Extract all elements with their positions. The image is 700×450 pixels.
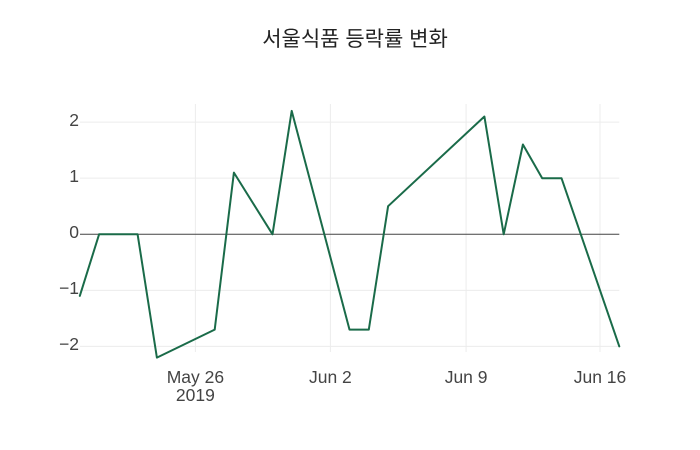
svg-text:−2: −2 bbox=[59, 334, 79, 354]
svg-text:−1: −1 bbox=[59, 278, 79, 298]
svg-text:Jun 2: Jun 2 bbox=[309, 367, 352, 387]
svg-text:Jun 16: Jun 16 bbox=[574, 367, 627, 387]
svg-text:1: 1 bbox=[69, 166, 79, 186]
svg-text:2019: 2019 bbox=[176, 385, 215, 405]
svg-text:Jun 9: Jun 9 bbox=[445, 367, 488, 387]
svg-text:2: 2 bbox=[69, 110, 79, 130]
svg-text:May 26: May 26 bbox=[167, 367, 224, 387]
svg-text:0: 0 bbox=[69, 222, 79, 242]
